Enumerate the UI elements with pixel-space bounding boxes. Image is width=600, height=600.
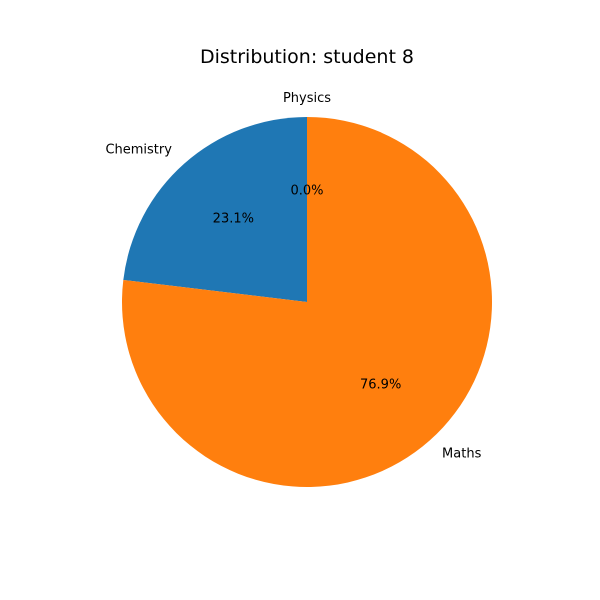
pie-slices [122, 117, 493, 488]
slice-label-maths: Maths [442, 447, 482, 462]
slice-percent-physics: 0.0% [290, 184, 323, 199]
slice-percent-chemistry: 23.1% [213, 211, 254, 226]
chart-title: Distribution: student 8 [200, 46, 414, 68]
slice-percent-maths: 76.9% [360, 378, 401, 393]
pie-slice-maths [122, 117, 493, 488]
pie-labels: Physics 0.0% Chemistry 23.1% Maths 76.9% [105, 91, 481, 462]
pie-slice-chemistry [123, 117, 308, 302]
slice-label-physics: Physics [283, 91, 331, 106]
slice-label-chemistry: Chemistry [105, 142, 172, 157]
